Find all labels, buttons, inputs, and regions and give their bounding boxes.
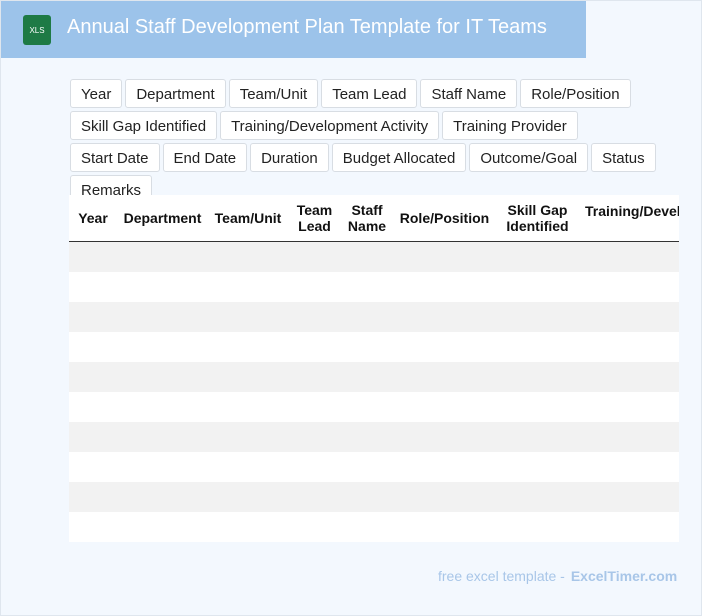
field-tag[interactable]: Training Provider (442, 111, 578, 140)
table-row (69, 392, 679, 422)
brand[interactable]: ExcelTimer.com (570, 568, 678, 584)
table-row (69, 422, 679, 452)
column-header: Year (78, 210, 108, 226)
table-header: Year Department Team/Unit Team Lead Staff Na… (69, 195, 679, 242)
footer: free excel template - ExcelTimer.com (438, 568, 677, 584)
column-header: Training/Development Activity (585, 203, 679, 219)
table-row (69, 512, 679, 542)
table-row (69, 242, 679, 272)
header: XLS Annual Staff Development Plan Templa… (1, 1, 586, 58)
table-body (69, 242, 679, 542)
field-tag[interactable]: Team/Unit (228, 79, 319, 108)
field-tag[interactable]: Skill Gap Identified (70, 111, 218, 140)
table-row (69, 272, 679, 302)
table-row (69, 482, 679, 512)
field-tag[interactable]: Start Date (70, 143, 160, 172)
table-row (69, 362, 679, 392)
field-tag[interactable]: Department (125, 79, 226, 108)
field-list: Year Department Team/Unit Team Lead Staff Na… (70, 79, 670, 204)
column-header: Team Lead (296, 202, 333, 234)
field-tag[interactable]: Year (70, 79, 123, 108)
column-header: Staff Name (347, 202, 387, 234)
table: Year Department Team/Unit Team Lead Staff Na… (69, 195, 679, 542)
table-row (69, 302, 679, 332)
field-tag[interactable]: Role/Position (520, 79, 631, 108)
field-tag[interactable]: Budget Allocated (331, 143, 467, 172)
table-row (69, 332, 679, 362)
column-header: Department (123, 210, 202, 226)
table-row (69, 452, 679, 482)
column-header: Role/Position (399, 210, 490, 226)
title: Annual Staff Development Plan Template f… (67, 16, 547, 38)
file-icon: XLS (23, 15, 51, 45)
column-header: Team/Unit (214, 210, 282, 226)
field-tag[interactable]: Outcome/Goal (469, 143, 589, 172)
column-header: Skill Gap Identified (506, 202, 569, 234)
field-tag[interactable]: End Date (162, 143, 248, 172)
field-tag[interactable]: Status (591, 143, 656, 172)
footer-text: free excel template - (438, 568, 565, 584)
field-tag[interactable]: Staff Name (420, 79, 518, 108)
field-tag[interactable]: Training/Development Activity (220, 111, 440, 140)
field-tag[interactable]: Duration (250, 143, 329, 172)
field-tag[interactable]: Team Lead (321, 79, 418, 108)
